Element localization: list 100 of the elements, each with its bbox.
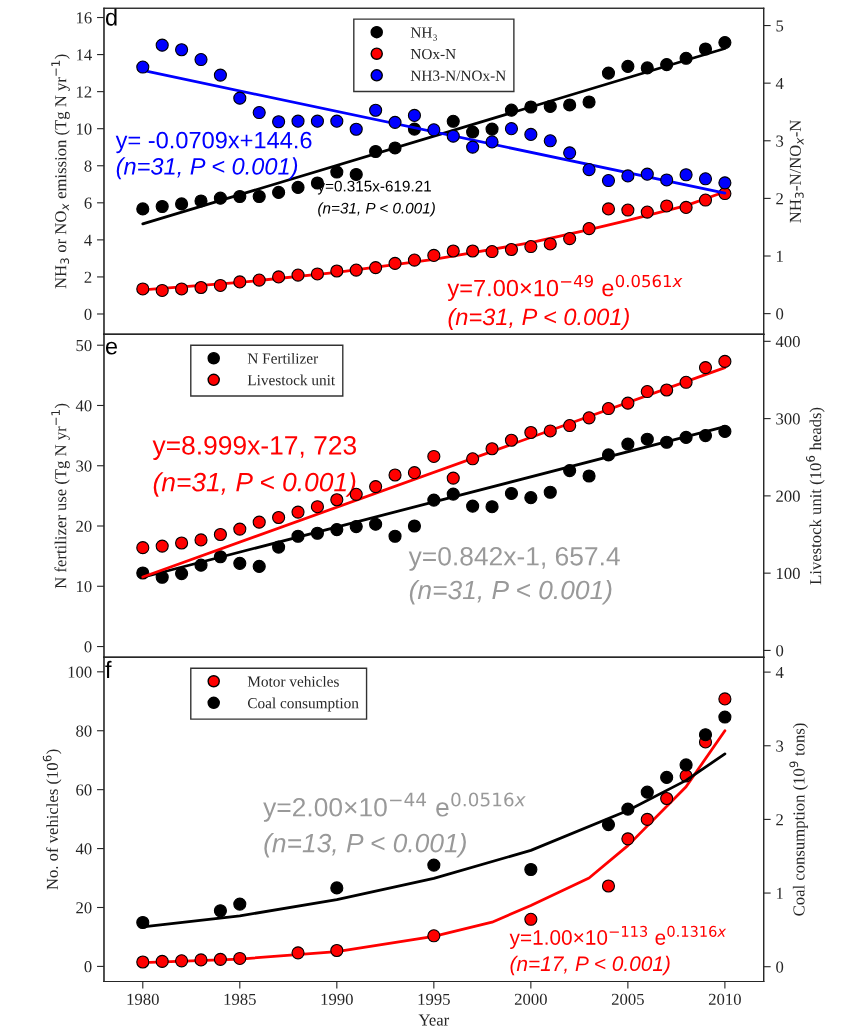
x-tick-label: 1985 [224,993,256,1005]
point [291,180,305,195]
point [388,468,402,482]
point [233,897,247,911]
y-tick-label: 12 [76,86,92,98]
point [660,383,674,397]
point [466,140,480,154]
y-tick-label: 30 [76,460,92,472]
point [563,463,577,478]
point [601,202,616,216]
point [524,912,538,926]
y-tick-label: 8 [84,160,92,172]
point [621,437,635,451]
point [369,103,383,117]
point [175,954,189,968]
point [640,205,654,219]
point [213,904,227,918]
annotation: (n=13, P < 0.001) [264,833,466,858]
y-tick-label: 100 [68,666,92,678]
point [485,122,499,136]
point [543,237,557,251]
point [369,517,383,531]
point [407,253,422,267]
point [543,485,557,499]
y2-axis-title: Livestock unit (10$^{6}$ heads) [806,407,825,585]
y-tick-label: 2 [84,271,92,283]
point [175,43,189,57]
point [407,466,422,480]
point [446,129,460,143]
y-tick-label: 80 [76,725,92,737]
point [601,401,616,416]
point [563,146,577,160]
point [640,785,654,799]
point [136,202,150,216]
y2-tick-label: 0 [776,961,784,973]
point [466,244,480,258]
point [272,185,286,200]
point [194,194,208,208]
y-tick-label: 10 [76,580,92,593]
point [155,38,169,52]
y-tick-label: 50 [76,339,92,352]
point [582,221,596,236]
point [310,114,324,128]
y-tick-label: 10 [76,123,92,135]
point [407,519,422,533]
point [504,122,519,136]
point [369,480,383,494]
x-tick-label: 2000 [514,993,547,1005]
annotation: (n=17, P < 0.001) [510,955,670,976]
point [252,515,266,529]
point [679,51,693,65]
point [504,486,519,501]
point [194,280,208,295]
point [213,278,227,293]
legend-label: NH₃ [410,27,437,41]
y-tick-label: 14 [76,49,92,61]
y2-tick-label: 300 [776,413,800,425]
point [194,533,208,547]
legend-label: Coal consumption [247,697,359,712]
point [640,812,654,826]
point [698,172,713,186]
point [698,728,713,742]
legend-label: Motor vehicles [247,676,339,687]
point [252,559,266,573]
annotation: (n=31, P < 0.001) [448,307,629,330]
point [155,199,169,214]
point [272,270,286,284]
y2-tick-label: 3 [776,135,784,147]
point [175,567,189,581]
point [194,558,208,572]
point [563,232,577,246]
point [427,858,441,872]
y-tick-label: 20 [76,902,92,914]
point [349,520,363,534]
y2-tick-label: 1 [776,250,783,262]
legend-label: NOx-N [410,48,456,60]
point [291,529,305,543]
point [252,189,266,204]
point [504,103,519,117]
point [349,122,363,136]
point [679,200,693,215]
point [136,541,150,555]
point [582,163,596,177]
point [252,105,266,120]
point [660,770,674,784]
x-tick-label: 2005 [611,993,644,1005]
y2-tick-label: 3 [776,740,784,752]
point [233,91,247,105]
point [252,273,266,287]
y-tick-label: 0 [84,308,92,320]
point [233,951,247,966]
annotation: y=1.00×10$^{−113}$ e$^{0.1316x}$ [509,925,727,949]
point [698,361,713,375]
x-tick-label: 2010 [708,993,741,1005]
point [155,283,169,298]
point [136,282,150,296]
y2-axis-title: NH$_{3}$-N/NO$_{x}$-N [789,120,804,223]
point [679,758,693,772]
y-tick-label: 16 [76,12,92,24]
y2-tick-label: 0 [776,645,784,657]
